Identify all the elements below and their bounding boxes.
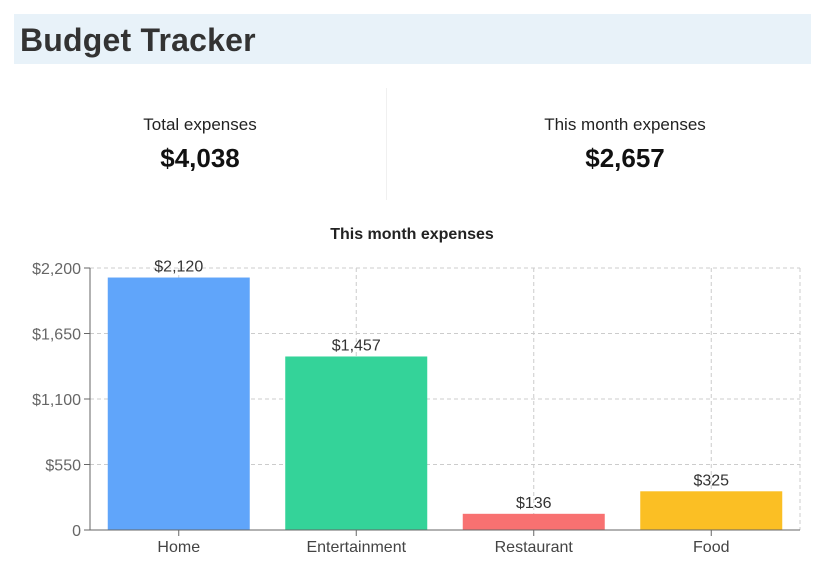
x-tick-label: Restaurant bbox=[495, 539, 574, 556]
total-expenses-value: $4,038 bbox=[160, 143, 240, 173]
bar-value-label: $325 bbox=[693, 472, 729, 489]
expenses-chart: This month expenses $2,120 $1,457 $136 $325… bbox=[0, 218, 829, 578]
stats-divider bbox=[386, 88, 387, 200]
total-expenses-card: Total expenses $4,038 bbox=[14, 88, 386, 200]
bar-home[interactable] bbox=[107, 277, 250, 530]
chart-svg: This month expenses $2,120 $1,457 $136 $325… bbox=[32, 226, 801, 556]
stats-panel: Total expenses $4,038 This month expense… bbox=[14, 88, 811, 200]
month-expenses-card: This month expenses $2,657 bbox=[439, 88, 811, 200]
x-tick-label: Food bbox=[693, 539, 729, 556]
bar-food[interactable] bbox=[640, 491, 783, 530]
bar-value-label: $1,457 bbox=[332, 337, 381, 354]
x-tick-label: Entertainment bbox=[306, 539, 406, 556]
chart-title: This month expenses bbox=[330, 226, 494, 243]
page-title: Budget Tracker bbox=[20, 22, 256, 58]
bar-restaurant[interactable] bbox=[462, 513, 605, 530]
bar-entertainment[interactable] bbox=[285, 356, 428, 530]
x-tick-label: Home bbox=[157, 539, 200, 556]
bar-value-label: $136 bbox=[516, 495, 552, 512]
header-bar: Budget Tracker bbox=[14, 14, 811, 64]
y-tick-label: $2,200 bbox=[32, 261, 81, 278]
bar-value-label: $2,120 bbox=[154, 259, 203, 276]
y-tick-label: $1,100 bbox=[32, 392, 81, 409]
y-tick-label: 0 bbox=[72, 523, 81, 540]
y-tick-label: $1,650 bbox=[32, 327, 81, 344]
month-expenses-value: $2,657 bbox=[585, 143, 665, 173]
y-tick-label: $550 bbox=[45, 458, 81, 475]
month-expenses-label: This month expenses bbox=[544, 115, 706, 134]
chart-bars: $2,120 $1,457 $136 $325 bbox=[107, 259, 783, 530]
chart-axes: 0 $550 $1,100 $1,650 $2,200 Home Entertainment… bbox=[32, 261, 800, 556]
total-expenses-label: Total expenses bbox=[143, 115, 257, 134]
